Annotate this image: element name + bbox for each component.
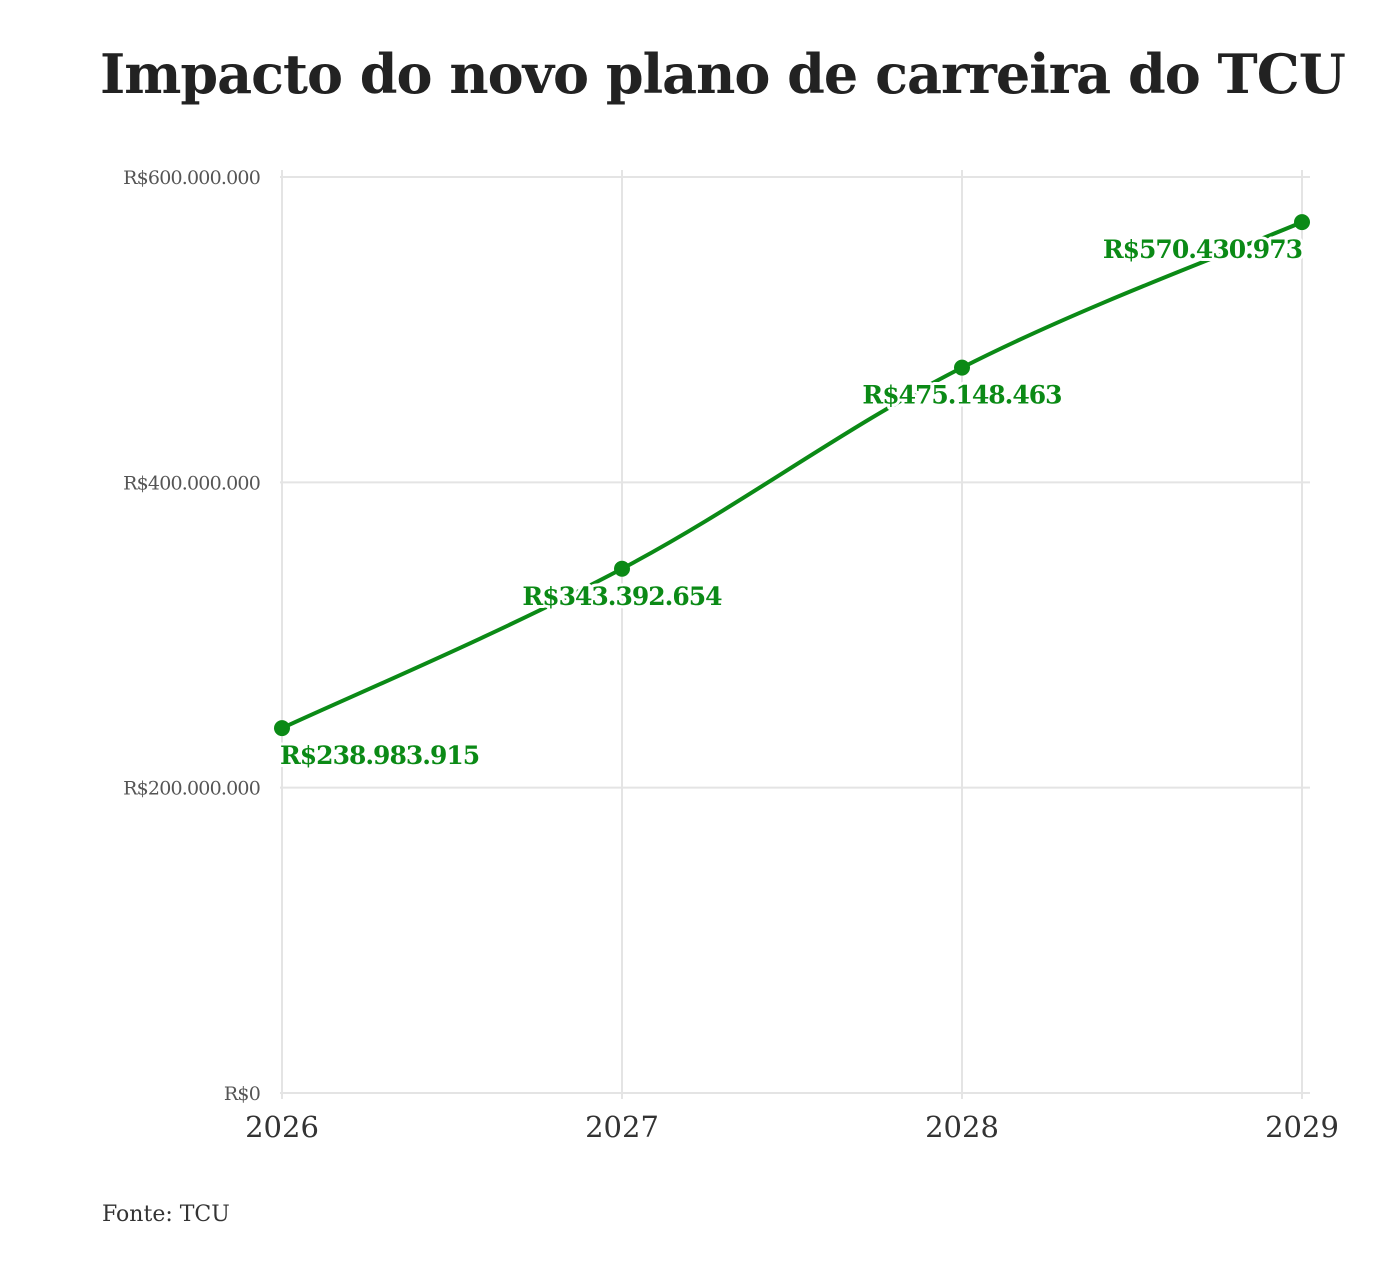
source-note: Fonte: TCU	[102, 1202, 230, 1227]
y-tick-label: R$400.000.000	[123, 472, 260, 494]
data-label: R$570.430.973	[1103, 235, 1302, 264]
data-point	[1294, 214, 1310, 231]
series-line	[280, 220, 1304, 731]
data-label: R$475.148.463	[862, 381, 1061, 410]
x-tick-label: 2029	[1265, 1110, 1339, 1144]
x-tick-label: 2026	[245, 1110, 319, 1144]
data-point	[614, 560, 630, 577]
y-tick-label: R$0	[224, 1083, 260, 1105]
x-tick-label: 2028	[925, 1110, 999, 1144]
y-tick-label: R$600.000.000	[123, 167, 260, 189]
y-tick-label: R$200.000.000	[123, 778, 260, 800]
data-point	[954, 359, 970, 376]
chart-title: Impacto do novo plano de carreira do TCU	[100, 42, 1346, 106]
data-label: R$343.392.654	[522, 582, 722, 611]
data-label: R$238.983.915	[280, 741, 479, 770]
data-point	[274, 720, 290, 737]
x-tick-label: 2027	[585, 1110, 659, 1144]
